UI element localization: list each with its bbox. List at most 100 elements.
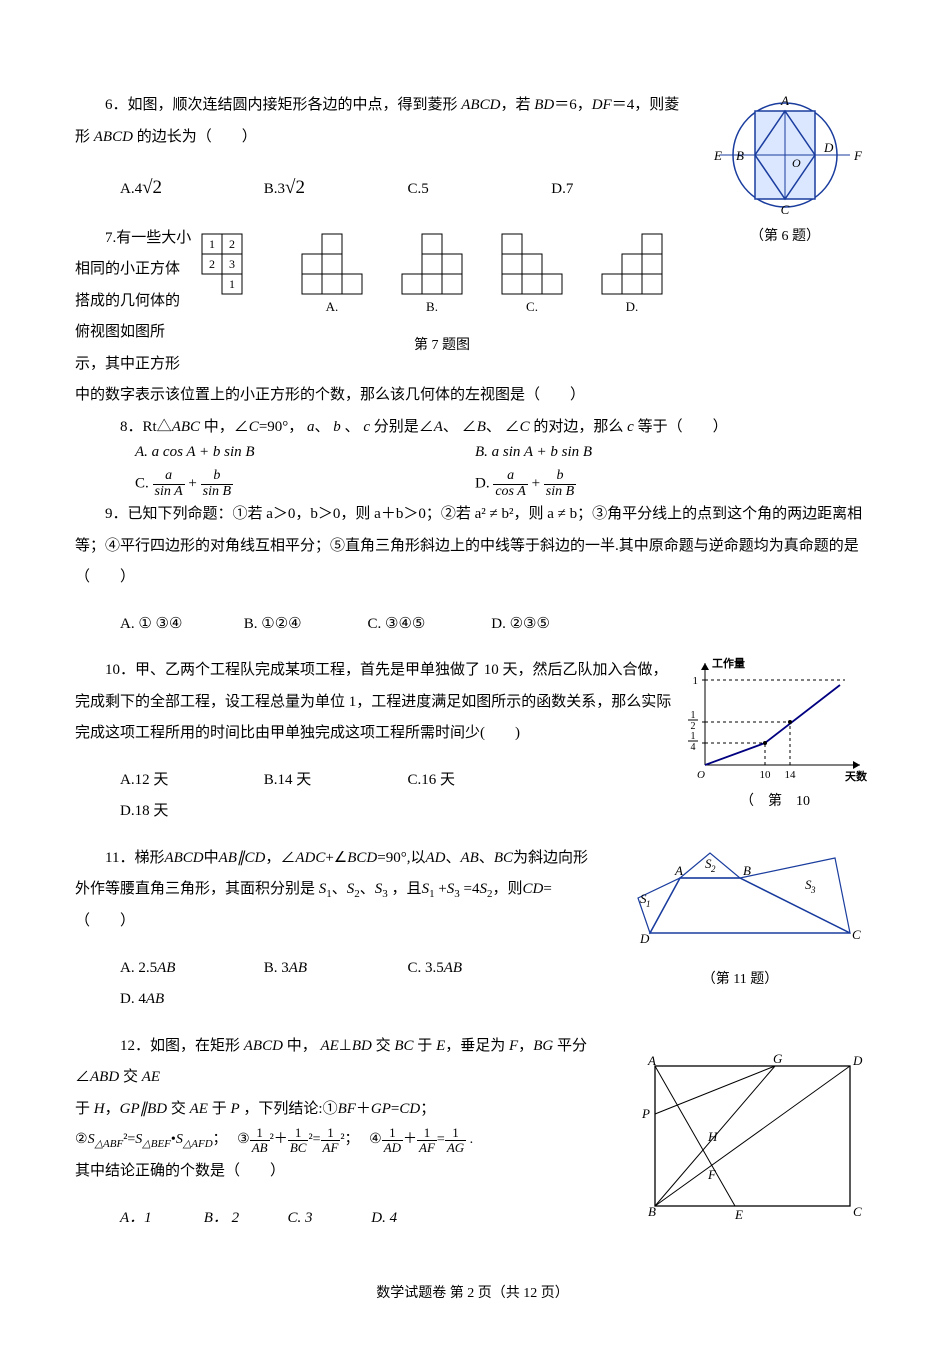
q8-t5: =90°， [259,419,307,435]
q12e3f3d: AF [321,1140,341,1155]
q9-opt-c: C. ③④⑤ [368,609,488,641]
q11ob: B. 3 [264,960,289,976]
q11i: =90°,以 [377,850,425,866]
svg-text:G: G [773,1051,783,1066]
q11l: AB [460,850,478,866]
q12-2d: GP∥BD [120,1101,168,1117]
q8a: A. a cos A + b sin B [135,444,255,460]
q11y: =4 [460,881,480,897]
q8d-f1n: a [493,469,527,484]
svg-text:1: 1 [229,277,235,291]
svg-text:F: F [707,1167,717,1182]
svg-text:B: B [648,1204,656,1219]
q8c-f1n: a [153,469,185,484]
q9-opt-b: B. ①②④ [244,609,364,641]
q12e4pl: ＋ [403,1132,417,1147]
q8-t1: 8．Rt△ [120,419,172,435]
q12e4p: ④ [369,1132,382,1147]
q12e4f2n: 1 [417,1126,437,1140]
q10-opt-c: C.16 天 [408,765,548,797]
q8-t13: 、 ∠ [443,419,477,435]
q6-t-f: DF [592,97,612,113]
q6-figure: A B C D E F O （第 6 题） [700,90,870,251]
q12-1i: 于 [414,1038,437,1054]
q8-t14: B [477,419,486,435]
q12e3eq: ²= [308,1132,320,1147]
q9-opt-a: A. ① ③④ [120,609,240,641]
q8-options: A. a cos A + b sin B B. a sin A + b sin … [135,443,870,499]
q12-2j: BF [338,1101,356,1117]
svg-text:E: E [713,148,722,163]
q11-caption: （第 11 题） [610,965,870,994]
q8-opt-b: B. a sin A + b sin B [475,443,755,463]
q6-opt-a: A.4√2 [120,168,260,208]
q12e4eq: = [437,1132,445,1147]
q6-t-h: ABCD [94,129,133,145]
q12e2as: △ABF [95,1138,124,1150]
q8c-pre: C. [135,476,153,492]
q8-t11: 分别是∠ [370,419,434,435]
q12-2a: 于 [75,1101,94,1117]
q12-opt-a: A．1 [120,1203,200,1235]
q12-2f: AE [190,1101,208,1117]
q12-1h: BC [394,1038,413,1054]
q12-1d: AE [320,1038,338,1054]
q11k: 、 [445,850,460,866]
q12e3f2d: BC [288,1140,309,1155]
q11d: AB∥CD [219,850,266,866]
q6-t-c: ，若 [500,97,534,113]
q12-2g: 于 [208,1101,231,1117]
q11z: S [480,881,488,897]
svg-text:O: O [792,156,801,170]
svg-text:3: 3 [810,885,816,895]
q8-t19: 等于（ ） [634,419,728,435]
q12e3f3n: 1 [321,1126,341,1140]
svg-text:2: 2 [229,237,235,251]
q6-t-b: ABCD [461,97,500,113]
q10-chart-svg: 天数 工作量 1 12 14 10 14 O [680,655,870,785]
q12e4f1n: 1 [382,1126,403,1140]
q6-a-rad: √2 [142,177,162,198]
svg-text:D.: D. [626,299,639,314]
svg-text:H: H [707,1129,718,1144]
q9-opt-d: D. ②③⑤ [491,609,611,641]
q8-t8: b [333,419,341,435]
q8-t10: c [363,419,370,435]
q6-caption: （第 6 题） [700,222,870,251]
q12e2a: S [88,1132,95,1147]
q12e4f2d: AF [417,1140,437,1155]
q8-t2: ABC [172,419,200,435]
q6-opt-b: B.3√2 [264,168,404,208]
q12e4f3d: AG [445,1140,466,1155]
q8-t7: 、 [315,419,334,435]
q12-1k: ，垂足为 [445,1038,509,1054]
q11q: 、 [332,881,347,897]
q12-opt-d: D. 4 [371,1203,451,1235]
q12e3e: ²； [340,1132,358,1147]
q11oa2: AB [157,960,175,976]
q12-2i: ，下列结论:① [240,1101,338,1117]
svg-text:A: A [674,863,683,878]
svg-text:1: 1 [691,710,696,721]
q8d-plus: + [532,476,544,492]
q8d-f2n: b [544,469,576,484]
q12e2bs: △BEF [142,1138,171,1150]
q8-opt-c: C. asin A + bsin B [135,469,415,499]
q7-svg: 12 23 1 [192,229,692,319]
q12-1p: ABD [90,1069,119,1085]
svg-text:14: 14 [785,769,797,781]
svg-text:A: A [780,93,789,108]
q12-1g: 交 [372,1038,395,1054]
q8d-f2d: sin B [544,484,576,500]
q11v: S [422,881,430,897]
q8c-f1d: sin A [153,484,185,500]
q12-2l: GP [371,1101,391,1117]
page-footer: 数学试题卷 第 2 页（共 12 页） [75,1279,870,1308]
q11oc: C. 3.5 [408,960,444,976]
q8d-f1d: cos A [493,484,527,500]
q11-svg: AB CD S1 S2 S3 [610,843,870,963]
svg-text:C: C [853,1204,862,1219]
q12e4f3n: 1 [445,1126,466,1140]
q8-t9: 、 [341,419,364,435]
q11g: +∠ [325,850,347,866]
